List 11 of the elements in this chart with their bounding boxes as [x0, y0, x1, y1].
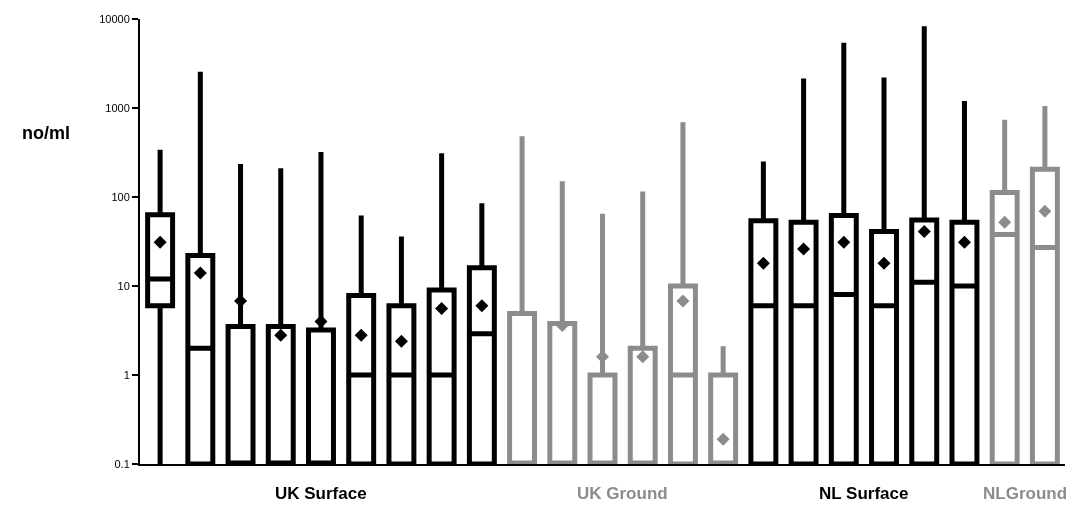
y-tick-label: 100 [111, 190, 130, 203]
y-tick-label: 1 [123, 368, 130, 381]
y-axis-title: no/ml [22, 123, 70, 143]
y-tick-label: 10 [117, 279, 130, 292]
legend-label: UK Ground [577, 484, 668, 503]
y-tick-label: 0.1 [114, 457, 130, 470]
y-tick-label: 10000 [99, 12, 130, 25]
y-tick-label: 1000 [105, 101, 130, 114]
legend-label: NLGround [983, 484, 1068, 503]
legend-label: UK Surface [275, 484, 367, 503]
legend-label: NL Surface [819, 484, 909, 503]
